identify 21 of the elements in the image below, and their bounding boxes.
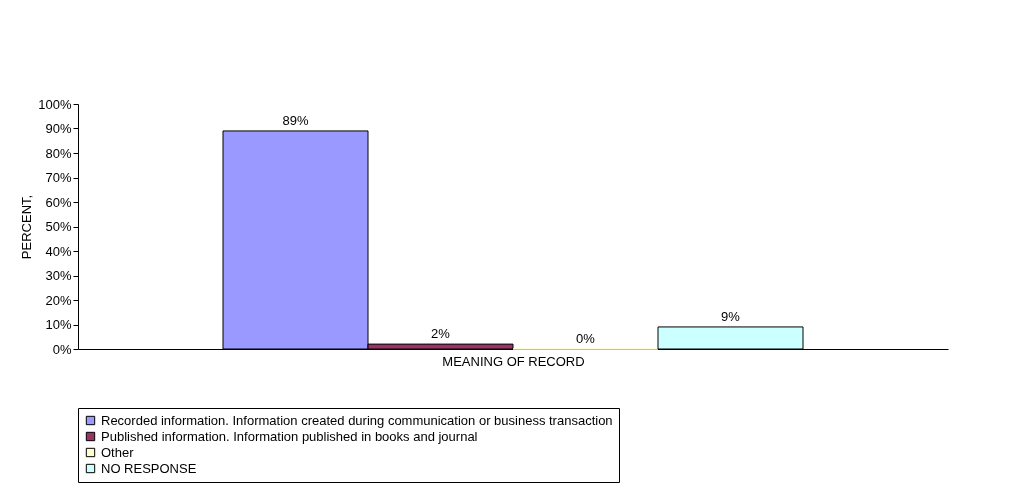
y-tick-label: 0%: [52, 341, 72, 357]
data-label: 2%: [431, 326, 451, 342]
legend-label: Other: [101, 444, 135, 460]
y-tick-label: 20%: [45, 292, 72, 308]
data-label: 89%: [282, 112, 309, 128]
legend-label: NO RESPONSE: [101, 460, 197, 476]
y-tick-label: 60%: [45, 194, 72, 210]
data-label: 9%: [721, 308, 741, 324]
data-label: 0%: [576, 331, 596, 346]
y-axis-title: PERCENT,: [19, 194, 35, 260]
y-tick-label: 40%: [45, 243, 72, 259]
y-tick-label: 10%: [45, 317, 72, 332]
y-tick-label: 30%: [45, 268, 72, 283]
y-tick-label: 80%: [45, 145, 72, 161]
y-tick-label: 50%: [45, 219, 72, 234]
y-tick-label: 70%: [45, 170, 72, 185]
y-tick-label: 90%: [45, 121, 72, 136]
y-tick-label: 100%: [38, 96, 72, 112]
legend-label: Published information. Information published in books and journal: [101, 428, 478, 444]
legend-label: Recorded information. Information created during communication or business transaction: [101, 412, 613, 428]
x-axis-title: MEANING OF RECORD: [442, 353, 585, 369]
